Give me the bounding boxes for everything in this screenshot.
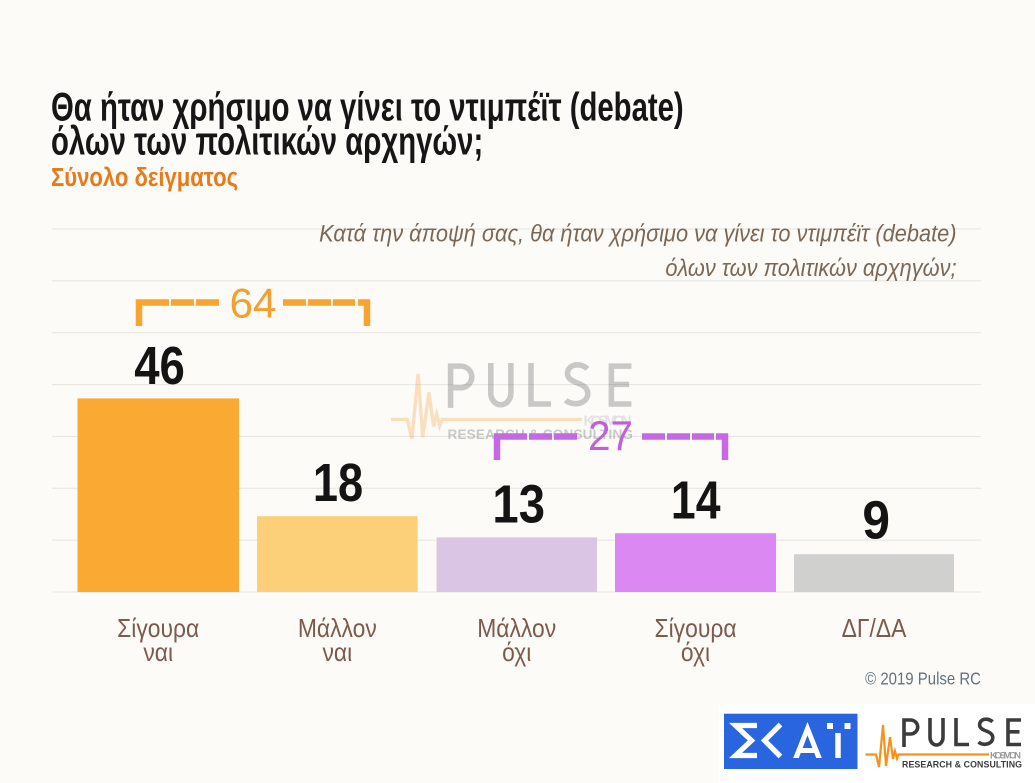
svg-text:Μάλλον: Μάλλον (477, 615, 556, 644)
svg-text:9: 9 (862, 490, 890, 550)
svg-text:RESEARCH & CONSULTING: RESEARCH & CONSULTING (902, 759, 1022, 769)
svg-text:Σύνολο δείγματος: Σύνολο δείγματος (51, 163, 238, 192)
svg-text:Κατά την άποψή σας, θα ήταν χρ: Κατά την άποψή σας, θα ήταν χρήσιμο να γ… (319, 219, 956, 246)
svg-text:27: 27 (588, 412, 633, 459)
svg-text:14: 14 (671, 470, 721, 530)
svg-text:όλων των πολιτικών αρχηγών;: όλων των πολιτικών αρχηγών; (665, 254, 956, 281)
svg-text:13: 13 (492, 474, 545, 535)
svg-text:46: 46 (134, 335, 185, 396)
svg-text:© 2019 Pulse RC: © 2019 Pulse RC (865, 668, 981, 689)
svg-text:ΔΓ/ΔΑ: ΔΓ/ΔΑ (842, 615, 907, 644)
svg-text:Σίγουρα: Σίγουρα (117, 615, 199, 644)
svg-text:όχι: όχι (681, 639, 710, 668)
svg-text:ναι: ναι (143, 639, 173, 668)
svg-text:Σίγουρα: Σίγουρα (654, 615, 736, 644)
svg-text:ναι: ναι (322, 639, 352, 668)
svg-text:όχι: όχι (502, 639, 531, 668)
svg-text:όλων των πολιτικών αρχηγών;: όλων των πολιτικών αρχηγών; (51, 119, 483, 163)
svg-text:Θα ήταν χρήσιμο να γίνει το ντ: Θα ήταν χρήσιμο να γίνει το ντιμπέϊτ (de… (51, 85, 684, 129)
svg-text:18: 18 (313, 452, 363, 513)
svg-text:Μάλλον: Μάλλον (298, 615, 377, 644)
svg-text:KOSMON: KOSMON (990, 751, 1021, 762)
svg-text:64: 64 (229, 280, 276, 327)
